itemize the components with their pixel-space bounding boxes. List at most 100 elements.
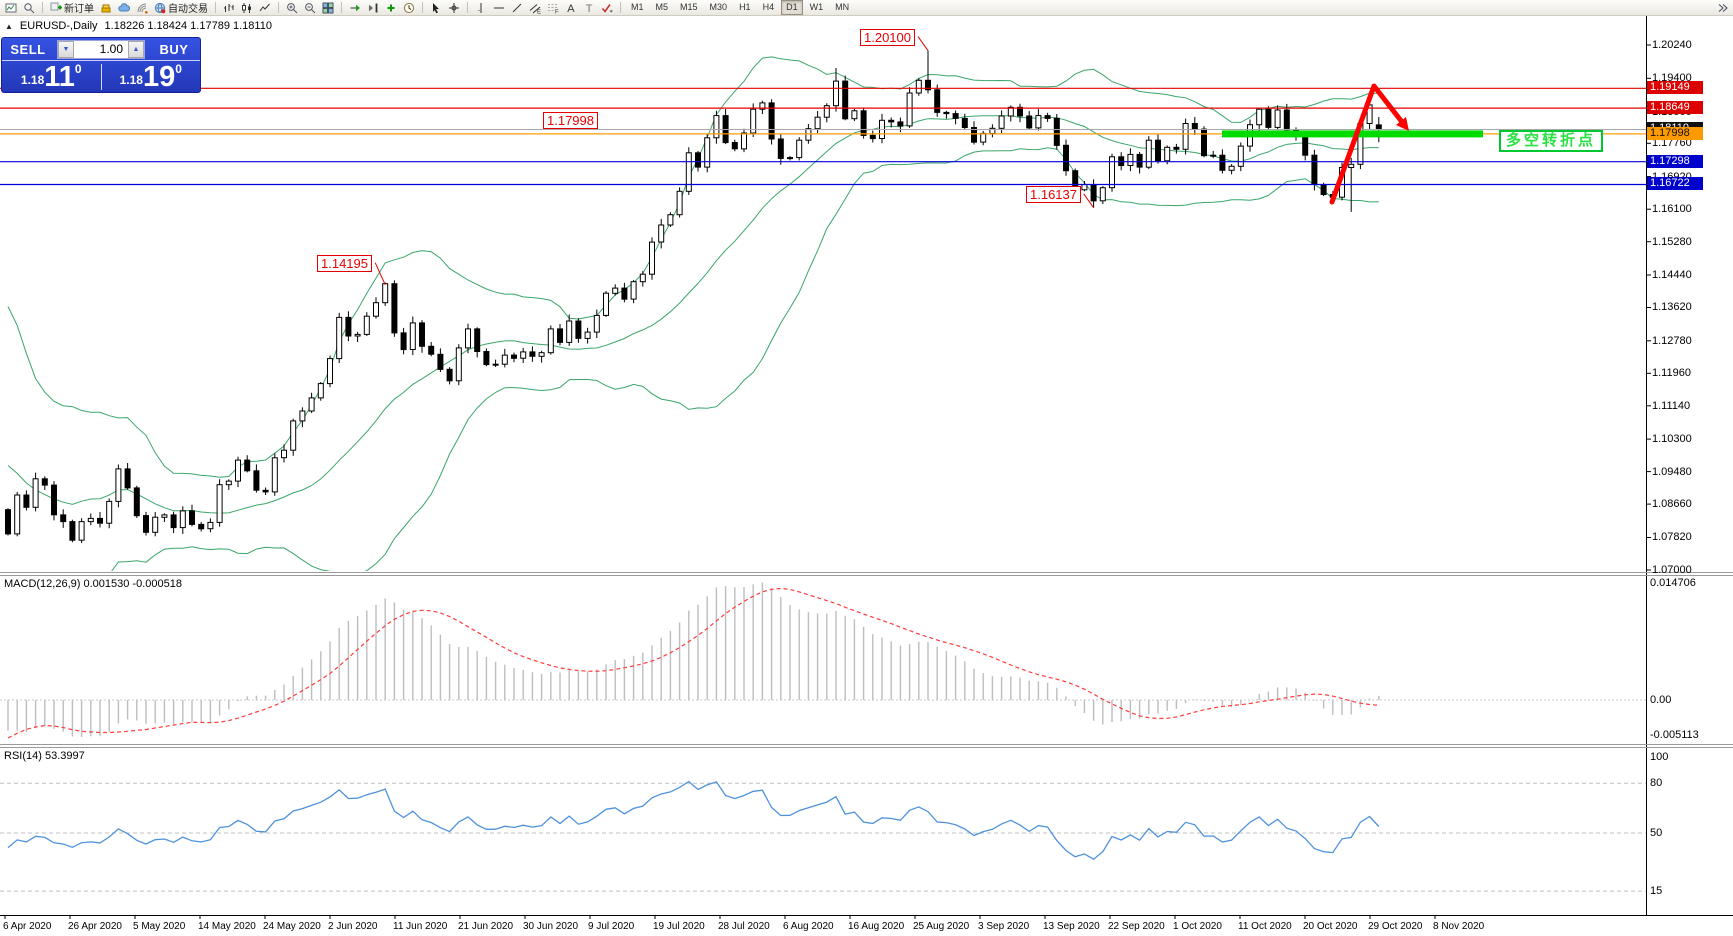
price-axis-badge: 1.17298 bbox=[1647, 155, 1703, 168]
timeframe-M1-button[interactable]: M1 bbox=[631, 2, 644, 12]
autotrade-button[interactable]: 自动交易 bbox=[152, 1, 210, 15]
green-support-bar[interactable] bbox=[1222, 130, 1483, 138]
macd-indicator-label: MACD(12,26,9) 0.001530 -0.000518 bbox=[4, 578, 182, 590]
crosshair-icon bbox=[449, 2, 459, 13]
one-click-trading-panel: SELL ▼ 1.00 ▲ BUY 1.18 11 0 1.18 19 0 bbox=[1, 37, 201, 93]
date-axis-label: 14 May 2020 bbox=[198, 921, 256, 932]
line-chart-button[interactable] bbox=[257, 1, 273, 15]
new-order-button[interactable]: 新订单 bbox=[48, 1, 96, 15]
red-trend-arrow[interactable] bbox=[1329, 83, 1405, 205]
timeframe-M15-button[interactable]: M15 bbox=[680, 2, 698, 12]
sell-button[interactable]: SELL bbox=[10, 41, 46, 57]
timeframe-MN-button[interactable]: MN bbox=[835, 2, 850, 12]
add-indicator-icon bbox=[387, 4, 395, 11]
fibonacci-button[interactable]: F bbox=[545, 1, 561, 15]
channel-icon: E bbox=[529, 3, 541, 14]
add-indicator-button[interactable] bbox=[383, 1, 399, 15]
trade-panel-top-row: SELL ▼ 1.00 ▲ BUY bbox=[2, 38, 200, 60]
date-axis-label: 29 Oct 2020 bbox=[1368, 921, 1423, 932]
chart-header: ▲ EURUSD-,Daily 1.18226 1.18424 1.17789 … bbox=[5, 20, 272, 32]
rsi-pane[interactable] bbox=[0, 780, 1646, 892]
volume-increase-button[interactable]: ▲ bbox=[128, 40, 144, 58]
horizontal-line-button[interactable] bbox=[491, 1, 507, 15]
macd-signal-line bbox=[7, 587, 1379, 739]
rsi-line bbox=[7, 780, 1380, 860]
line-chart-icon bbox=[259, 3, 270, 11]
period-icon bbox=[403, 2, 415, 13]
timeframe-M5-button[interactable]: M5 bbox=[655, 2, 669, 12]
buy-price[interactable]: 1.18 19 0 bbox=[102, 61, 201, 93]
chart-window-button[interactable] bbox=[3, 1, 19, 15]
timeframe-H1-button[interactable]: H1 bbox=[739, 2, 751, 12]
ohlc-quotes: 1.18226 1.18424 1.17789 1.18110 bbox=[104, 20, 272, 32]
arrows-button[interactable] bbox=[599, 1, 615, 15]
text-button[interactable]: A bbox=[563, 1, 579, 15]
main-price-pane[interactable] bbox=[0, 36, 1646, 625]
vertical-line-button[interactable] bbox=[473, 1, 489, 15]
price-axis-tick: 1.10300 bbox=[1652, 433, 1692, 445]
date-axis-label: 11 Oct 2020 bbox=[1238, 921, 1292, 932]
volume-input[interactable]: 1.00 bbox=[99, 42, 123, 56]
date-axis-label: 25 Aug 2020 bbox=[913, 921, 970, 932]
price-callout-label[interactable]: 1.20100 bbox=[860, 29, 915, 46]
timeframe-W1-button[interactable]: W1 bbox=[809, 2, 824, 12]
price-callout-label[interactable]: 1.17998 bbox=[543, 112, 598, 129]
toolbar-separator bbox=[422, 2, 423, 13]
trade-panel-divider bbox=[100, 64, 102, 90]
cursor-icon bbox=[433, 2, 439, 13]
globe-icon bbox=[154, 2, 166, 13]
timeframe-M30-button[interactable]: M30 bbox=[709, 2, 728, 12]
cursor-button[interactable] bbox=[428, 1, 444, 15]
chart-shift-button[interactable] bbox=[365, 1, 381, 15]
zoom-out-button[interactable] bbox=[302, 1, 318, 15]
crosshair-button[interactable] bbox=[446, 1, 462, 15]
price-axis-tick: 1.20240 bbox=[1652, 39, 1692, 51]
bull-bear-turning-point-note[interactable]: 多空转折点 bbox=[1499, 130, 1604, 152]
trendline-icon bbox=[512, 3, 522, 12]
volume-stepper: ▼ 1.00 ▲ bbox=[57, 39, 145, 59]
candlestick-chart-button[interactable] bbox=[239, 1, 255, 15]
toolbar-more-button[interactable] bbox=[1714, 1, 1730, 15]
label-button[interactable]: T bbox=[581, 1, 597, 15]
macd-axis-tick: 0.014706 bbox=[1650, 577, 1696, 589]
more-icon bbox=[1718, 3, 1728, 12]
price-callout-label[interactable]: 1.16137 bbox=[1026, 186, 1081, 203]
sell-price-sup: 0 bbox=[74, 62, 82, 76]
timeframe-H4-button[interactable]: H4 bbox=[762, 2, 775, 12]
zoom-in-button[interactable] bbox=[284, 1, 300, 15]
price-axis-badge: 1.17998 bbox=[1647, 127, 1703, 140]
callout-connector bbox=[917, 36, 929, 51]
timeframe-D1-button[interactable]: D1 bbox=[781, 0, 803, 15]
price-axis-tick: 1.07000 bbox=[1652, 564, 1692, 576]
bar-chart-button[interactable] bbox=[221, 1, 237, 15]
price-axis-tick: 1.09480 bbox=[1652, 466, 1692, 478]
date-axis-label: 3 Sep 2020 bbox=[978, 921, 1030, 932]
volume-decrease-button[interactable]: ▼ bbox=[58, 40, 74, 58]
search-button[interactable] bbox=[21, 1, 37, 15]
period-button[interactable] bbox=[401, 1, 417, 15]
auto-scroll-button[interactable] bbox=[347, 1, 363, 15]
mql-cloud-button[interactable] bbox=[116, 1, 132, 15]
buy-button[interactable]: BUY bbox=[159, 41, 189, 57]
buy-price-sup: 0 bbox=[175, 62, 182, 76]
toolbar-separator bbox=[278, 2, 279, 13]
rsi-axis-tick: 100 bbox=[1650, 751, 1669, 763]
sell-price-big: 11 bbox=[44, 61, 75, 93]
price-axis-tick: 1.12780 bbox=[1652, 335, 1692, 347]
auto-scroll-icon bbox=[350, 4, 360, 11]
signals-button[interactable] bbox=[134, 1, 150, 15]
price-axis-tick: 1.11960 bbox=[1652, 367, 1691, 379]
one-click-panel-toggle-icon[interactable]: ▲ bbox=[5, 21, 13, 31]
price-axis-badge: 1.18649 bbox=[1647, 101, 1703, 114]
macd-pane[interactable] bbox=[0, 582, 1646, 739]
channel-button[interactable]: E bbox=[527, 1, 543, 15]
bar-chart-icon bbox=[224, 3, 234, 12]
sell-price[interactable]: 1.18 11 0 bbox=[2, 61, 101, 93]
tile-windows-button[interactable] bbox=[320, 1, 336, 15]
trendline-button[interactable] bbox=[509, 1, 525, 15]
toolbar-separator bbox=[467, 2, 468, 13]
market-depth-button[interactable] bbox=[98, 1, 114, 15]
price-callout-label[interactable]: 1.14195 bbox=[317, 255, 372, 272]
price-axis-tick: 1.13620 bbox=[1652, 301, 1692, 313]
